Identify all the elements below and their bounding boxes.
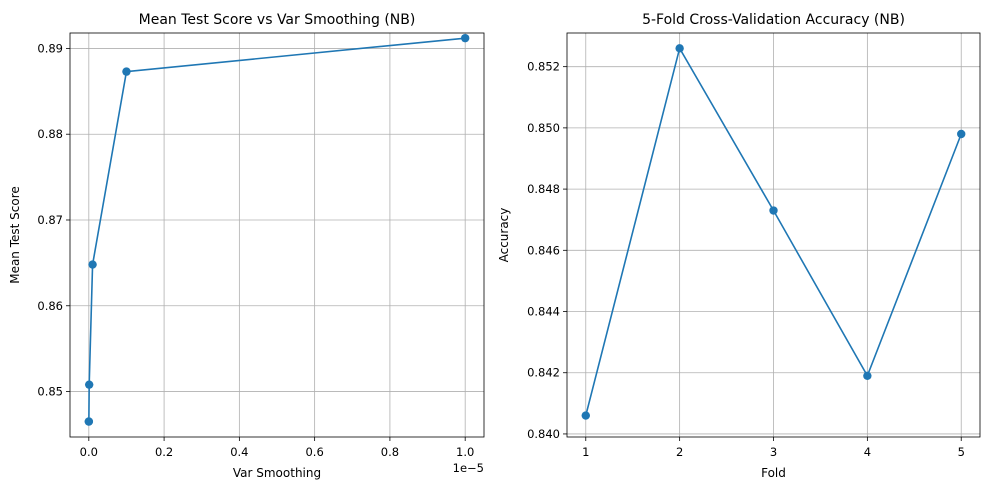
data-point bbox=[84, 417, 94, 426]
y-tick-label: 0.89 bbox=[37, 41, 63, 55]
data-point bbox=[581, 411, 590, 420]
y-tick-label: 0.852 bbox=[527, 60, 560, 74]
y-axis-label: Mean Test Score bbox=[8, 186, 22, 284]
x-axis-label: Var Smoothing bbox=[233, 466, 321, 480]
y-tick-label: 0.88 bbox=[37, 127, 63, 141]
y-tick-label: 0.844 bbox=[527, 305, 560, 319]
data-point bbox=[863, 371, 872, 380]
y-tick-label: 0.87 bbox=[37, 213, 63, 227]
series-line bbox=[88, 37, 466, 423]
x-tick-label: 0.8 bbox=[381, 445, 399, 459]
y-tick-label: 0.848 bbox=[527, 182, 560, 196]
x-tick-label: 5 bbox=[958, 445, 965, 459]
chart-panel-var-smoothing: 0.0 0.2 0.4 0.6 0.8 1.0 0.85 0.86 0.87 0.88 0.89 Me… bbox=[8, 12, 485, 480]
chart-title: Mean Test Score vs Var Smoothing (NB) bbox=[139, 12, 416, 28]
x-tick-label: 0.6 bbox=[305, 445, 323, 459]
axes-frame bbox=[566, 32, 981, 438]
x-tick-label: 1 bbox=[582, 445, 589, 459]
x-tick-label: 4 bbox=[864, 445, 871, 459]
x-tick-label: 0.0 bbox=[80, 445, 98, 459]
x-tick-label: 2 bbox=[676, 445, 683, 459]
data-point bbox=[769, 206, 778, 215]
data-point bbox=[460, 33, 470, 43]
y-tick-label: 0.86 bbox=[37, 299, 63, 313]
axes-frame bbox=[69, 32, 485, 438]
data-point bbox=[84, 380, 94, 389]
x-axis-label: Fold bbox=[761, 466, 786, 480]
y-tick-label: 0.850 bbox=[527, 121, 560, 135]
x-axis-offset-label: 1e−5 bbox=[453, 461, 484, 475]
x-tick-label: 0.2 bbox=[155, 445, 173, 459]
chart-panel-cv-accuracy: 1 2 3 4 5 0.840 0.842 0.844 0.846 0.848 0.850 0.852… bbox=[497, 12, 981, 480]
data-point bbox=[675, 44, 684, 53]
y-tick-label: 0.840 bbox=[527, 427, 560, 441]
y-tick-label: 0.85 bbox=[37, 385, 63, 399]
x-tick-label: 1.0 bbox=[456, 445, 474, 459]
chart-title: 5-Fold Cross-Validation Accuracy (NB) bbox=[642, 12, 905, 28]
data-point bbox=[122, 67, 131, 76]
x-tick-label: 0.4 bbox=[230, 445, 248, 459]
data-point bbox=[957, 129, 966, 139]
data-point bbox=[88, 260, 97, 269]
y-axis-label: Accuracy bbox=[497, 208, 511, 263]
x-tick-label: 3 bbox=[770, 445, 777, 459]
y-tick-label: 0.846 bbox=[527, 243, 560, 257]
y-tick-label: 0.842 bbox=[527, 366, 560, 380]
